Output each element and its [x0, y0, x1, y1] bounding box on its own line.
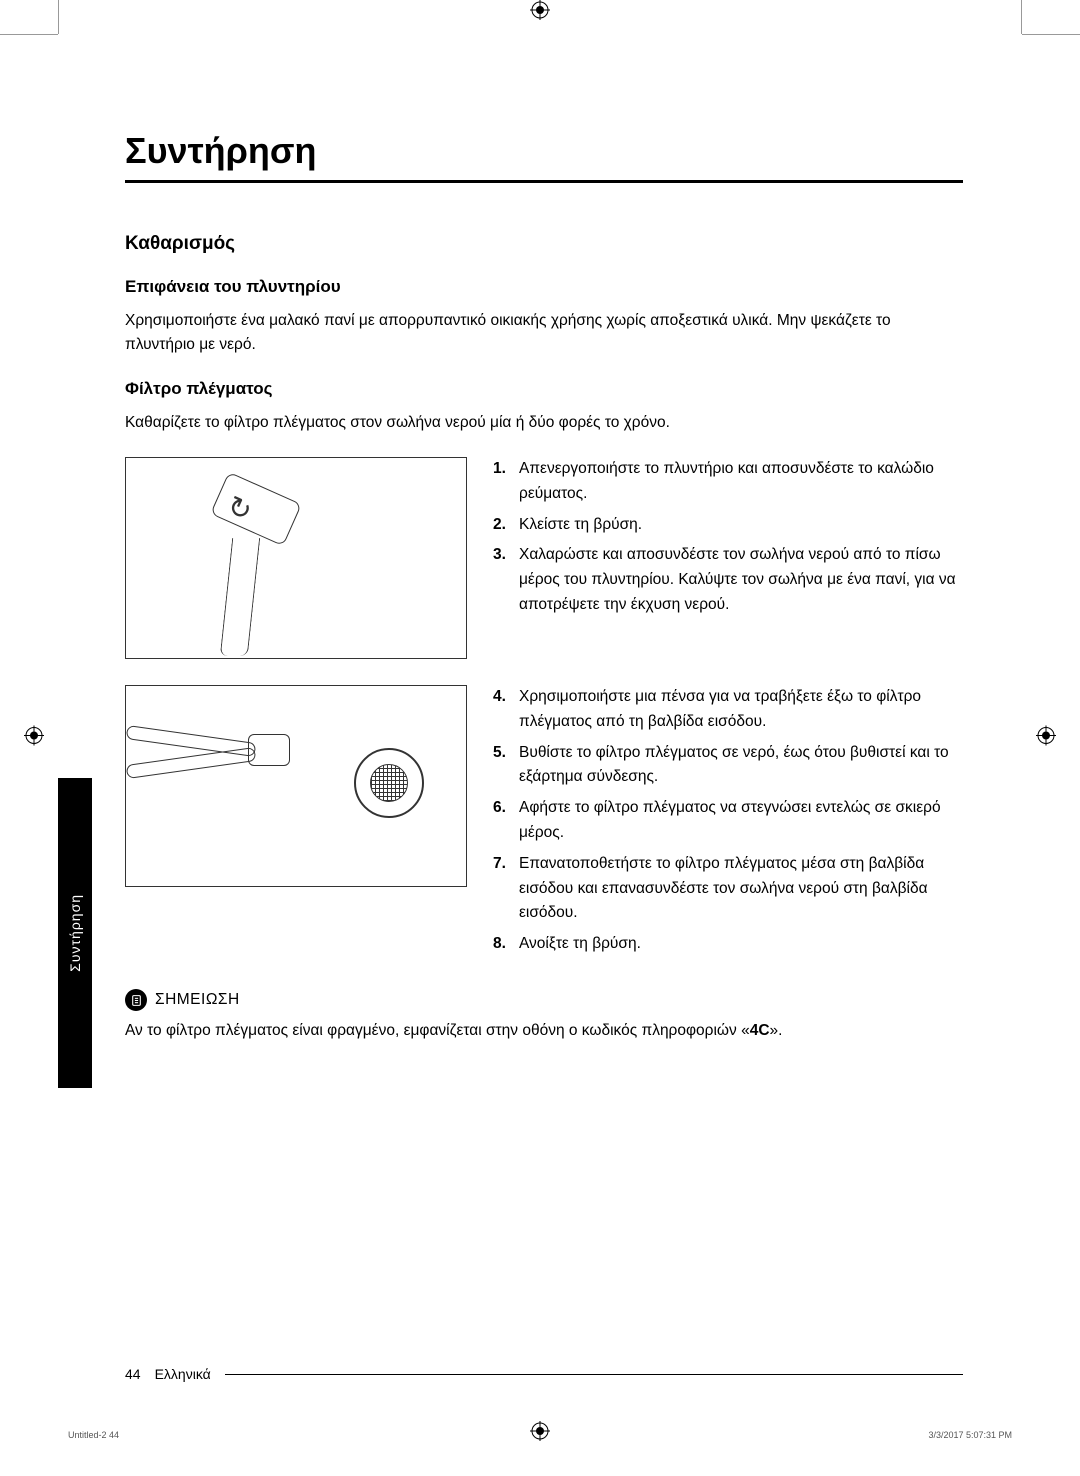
note-code: 4C	[750, 1022, 770, 1039]
registration-mark-right	[1036, 726, 1056, 751]
print-meta-left: Untitled-2 44	[68, 1430, 119, 1440]
steps-list-1: 1. Απενεργοποιήστε το πλυντήριο και αποσ…	[493, 457, 963, 659]
note-label: ΣΗΜΕΙΩΣΗ	[155, 991, 240, 1009]
step-item: 8. Ανοίξτε τη βρύση.	[493, 932, 963, 957]
step-number: 2.	[493, 513, 519, 538]
note-text-post: ».	[770, 1022, 783, 1039]
side-tab-label: Συντήρηση	[67, 894, 83, 972]
step-number: 7.	[493, 852, 519, 926]
note-text-pre: Αν το φίλτρο πλέγματος είναι φραγμένο, ε…	[125, 1022, 750, 1039]
surface-text: Χρησιμοποιήστε ένα μαλακό πανί με απορρυ…	[125, 309, 963, 357]
step-number: 3.	[493, 543, 519, 617]
steps-list-2: 4. Χρησιμοποιήστε μια πένσα για να τραβή…	[493, 685, 963, 963]
side-tab: Συντήρηση	[58, 778, 92, 1088]
page-title: Συντήρηση	[125, 130, 963, 172]
step-block-1: ↻ 1. Απενεργοποιήστε το πλυντήριο και απ…	[125, 457, 963, 659]
step-text: Ανοίξτε τη βρύση.	[519, 932, 963, 957]
language-label: Ελληνικά	[155, 1366, 211, 1382]
step-number: 5.	[493, 741, 519, 791]
step-item: 3. Χαλαρώστε και αποσυνδέστε τον σωλήνα …	[493, 543, 963, 617]
mesh-heading: Φίλτρο πλέγματος	[125, 379, 963, 399]
step-text: Αφήστε το φίλτρο πλέγματος να στεγνώσει …	[519, 796, 963, 846]
step-block-2: 4. Χρησιμοποιήστε μια πένσα για να τραβή…	[125, 685, 963, 963]
pliers-handle-shape	[126, 747, 257, 779]
step-item: 2. Κλείστε τη βρύση.	[493, 513, 963, 538]
step-item: 4. Χρησιμοποιήστε μια πένσα για να τραβή…	[493, 685, 963, 735]
note-header: ΣΗΜΕΙΩΣΗ	[125, 989, 963, 1011]
section-title: Καθαρισμός	[125, 233, 963, 255]
step-item: 6. Αφήστε το φίλτρο πλέγματος να στεγνώσ…	[493, 796, 963, 846]
crop-mark	[58, 0, 59, 34]
page-number: 44	[125, 1366, 141, 1382]
registration-mark-left	[24, 726, 44, 751]
print-meta-right: 3/3/2017 5:07:31 PM	[928, 1430, 1012, 1440]
page-content: Συντήρηση Καθαρισμός Επιφάνεια του πλυντ…	[125, 130, 963, 1043]
illustration-hose: ↻	[125, 457, 467, 659]
mesh-intro: Καθαρίζετε το φίλτρο πλέγματος στον σωλή…	[125, 411, 963, 435]
footer-rule	[225, 1374, 963, 1375]
registration-mark-top	[530, 0, 550, 25]
step-text: Χαλαρώστε και αποσυνδέστε τον σωλήνα νερ…	[519, 543, 963, 617]
step-number: 6.	[493, 796, 519, 846]
step-item: 5. Βυθίστε το φίλτρο πλέγματος σε νερό, …	[493, 741, 963, 791]
illustration-pliers	[125, 685, 467, 887]
page-footer: 44 Ελληνικά	[125, 1366, 963, 1382]
step-number: 8.	[493, 932, 519, 957]
step-text: Κλείστε τη βρύση.	[519, 513, 963, 538]
step-number: 1.	[493, 457, 519, 507]
surface-heading: Επιφάνεια του πλυντηρίου	[125, 277, 963, 297]
step-text: Απενεργοποιήστε το πλυντήριο και αποσυνδ…	[519, 457, 963, 507]
note-text: Αν το φίλτρο πλέγματος είναι φραγμένο, ε…	[125, 1019, 963, 1043]
crop-mark	[1021, 0, 1022, 34]
crop-mark	[1022, 34, 1080, 35]
step-item: 7. Επανατοποθετήστε το φίλτρο πλέγματος …	[493, 852, 963, 926]
hose-connector-shape	[210, 472, 302, 547]
pliers-jaw-shape	[248, 734, 290, 766]
filter-mesh-shape	[370, 764, 408, 802]
crop-mark	[0, 34, 58, 35]
step-text: Χρησιμοποιήστε μια πένσα για να τραβήξετ…	[519, 685, 963, 735]
step-number: 4.	[493, 685, 519, 735]
registration-mark-bottom	[530, 1421, 550, 1446]
step-text: Επανατοποθετήστε το φίλτρο πλέγματος μέσ…	[519, 852, 963, 926]
note-icon	[125, 989, 147, 1011]
step-text: Βυθίστε το φίλτρο πλέγματος σε νερό, έως…	[519, 741, 963, 791]
step-item: 1. Απενεργοποιήστε το πλυντήριο και αποσ…	[493, 457, 963, 507]
title-underline	[125, 180, 963, 183]
hose-tube-shape	[220, 538, 260, 656]
